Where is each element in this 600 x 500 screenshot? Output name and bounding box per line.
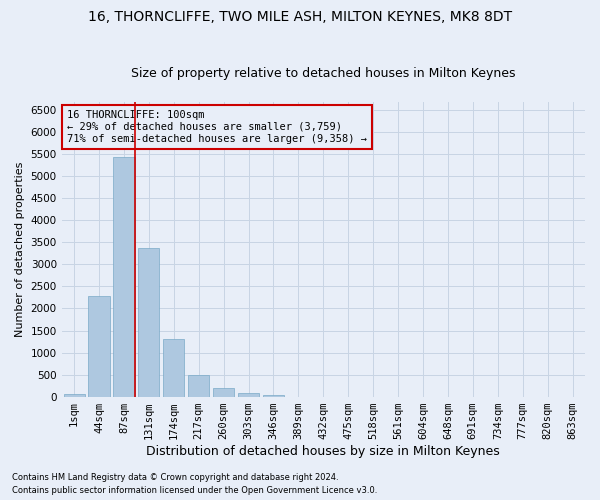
Text: 16, THORNCLIFFE, TWO MILE ASH, MILTON KEYNES, MK8 8DT: 16, THORNCLIFFE, TWO MILE ASH, MILTON KE… <box>88 10 512 24</box>
Bar <box>238 393 259 396</box>
Bar <box>138 248 160 396</box>
Bar <box>163 340 184 396</box>
Title: Size of property relative to detached houses in Milton Keynes: Size of property relative to detached ho… <box>131 66 515 80</box>
Bar <box>88 296 110 396</box>
Bar <box>213 388 234 396</box>
Y-axis label: Number of detached properties: Number of detached properties <box>15 162 25 336</box>
Text: 16 THORNCLIFFE: 100sqm
← 29% of detached houses are smaller (3,759)
71% of semi-: 16 THORNCLIFFE: 100sqm ← 29% of detached… <box>67 110 367 144</box>
Text: Contains HM Land Registry data © Crown copyright and database right 2024.
Contai: Contains HM Land Registry data © Crown c… <box>12 474 377 495</box>
Bar <box>64 394 85 396</box>
Bar <box>188 375 209 396</box>
Bar <box>113 157 134 396</box>
X-axis label: Distribution of detached houses by size in Milton Keynes: Distribution of detached houses by size … <box>146 444 500 458</box>
